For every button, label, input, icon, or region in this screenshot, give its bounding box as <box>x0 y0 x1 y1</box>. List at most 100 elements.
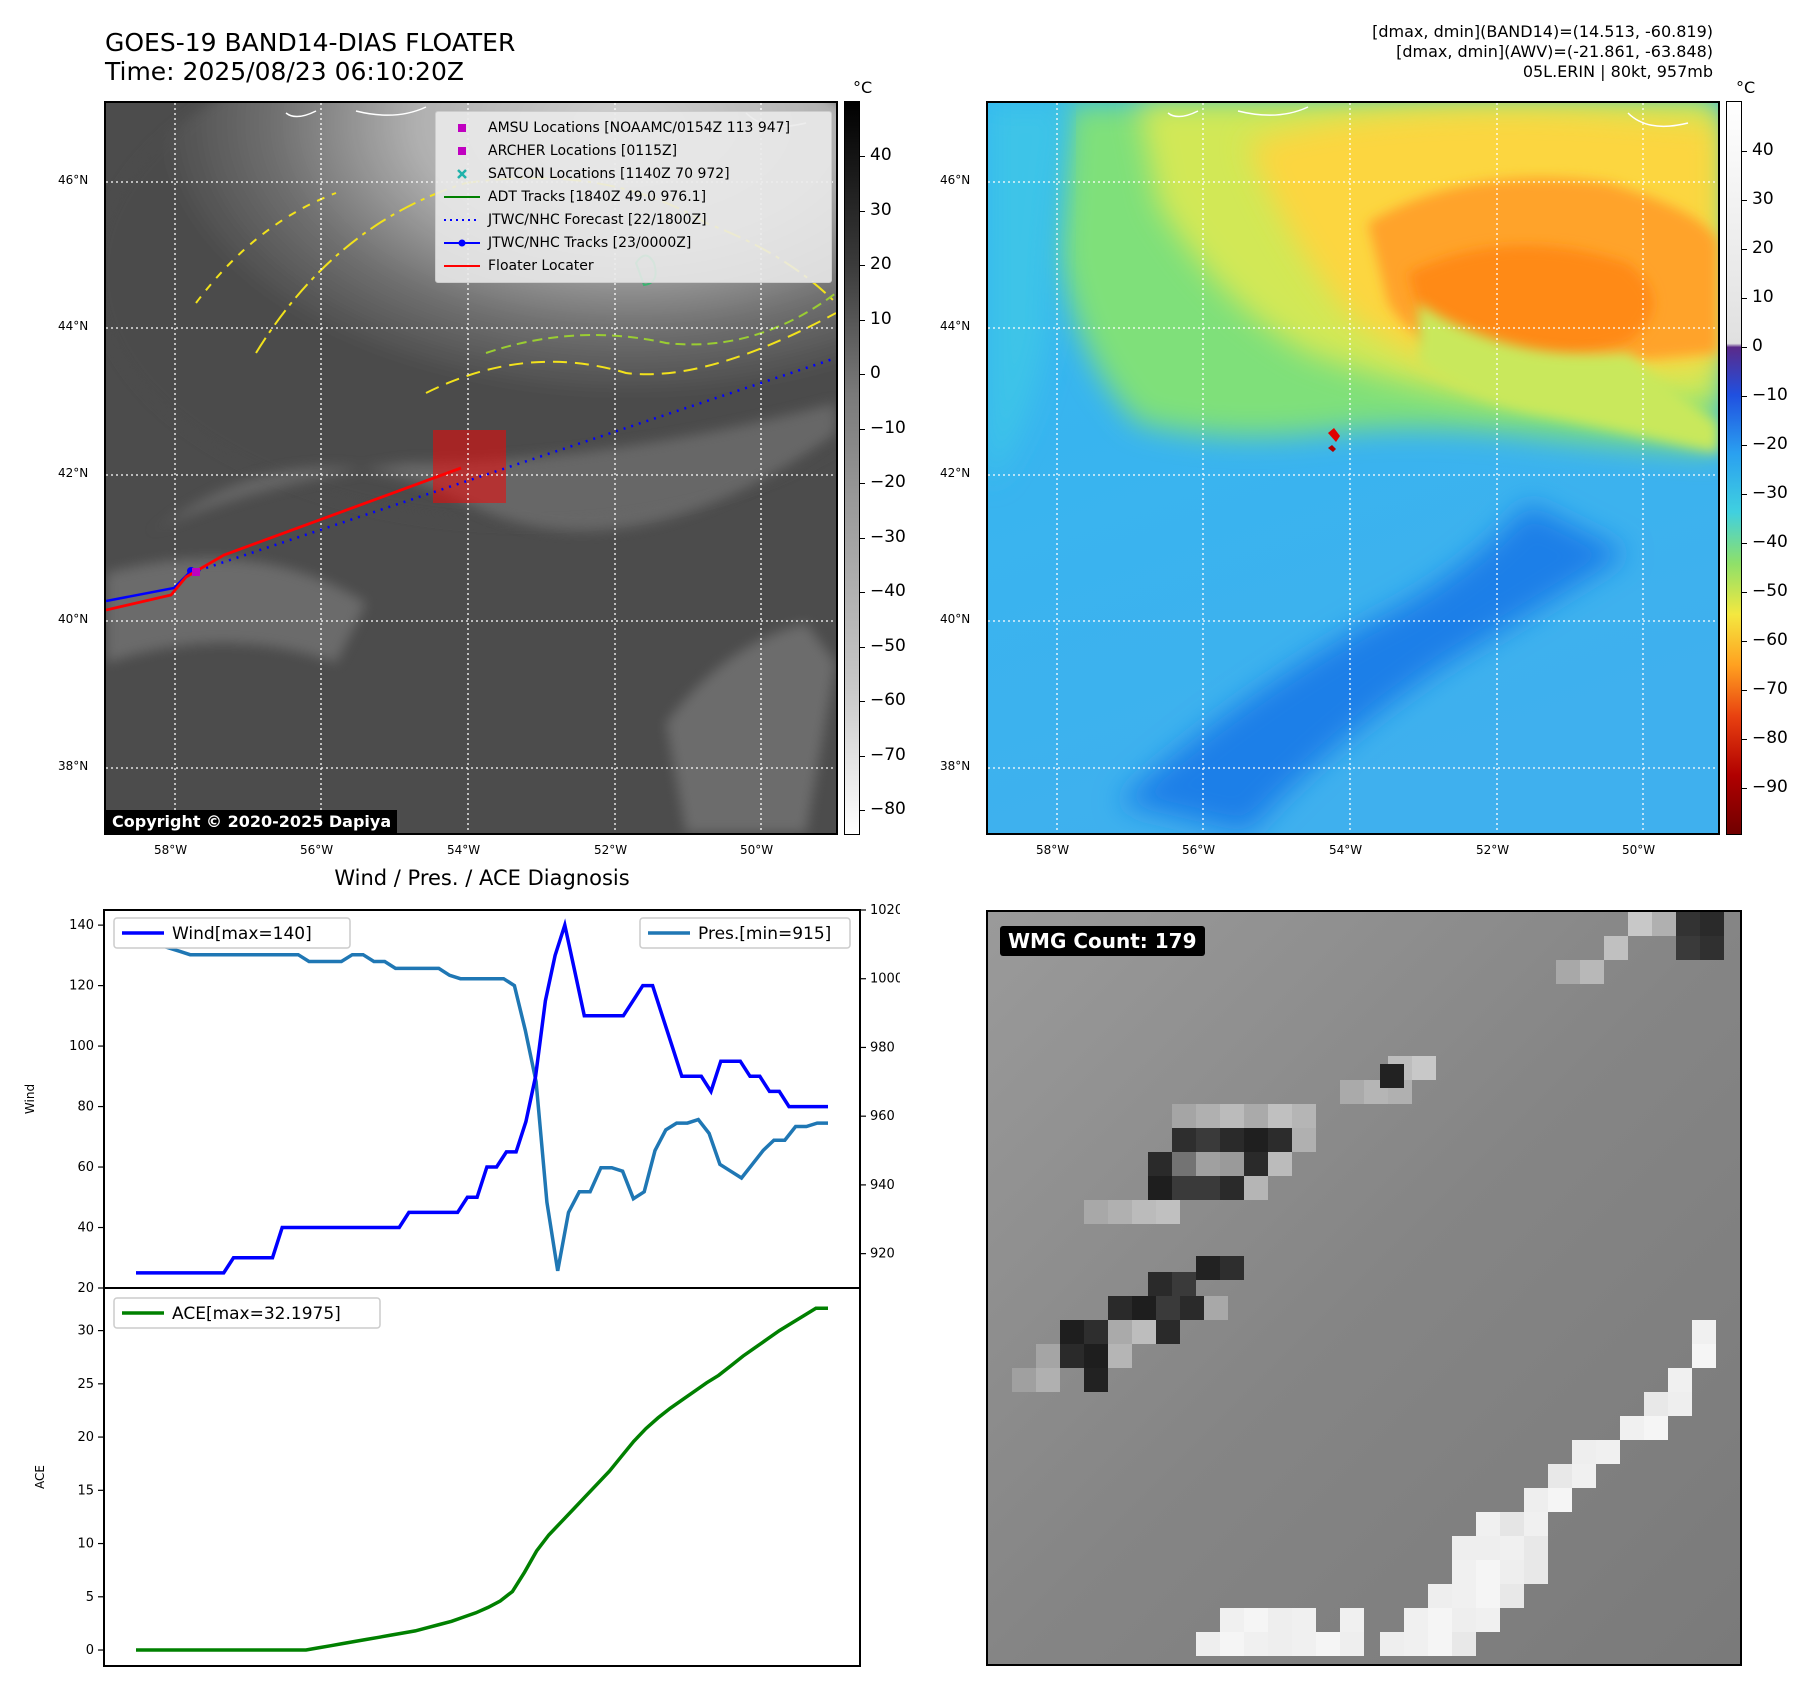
series-line <box>136 925 828 1272</box>
colorbar-tick-mark <box>1742 347 1747 348</box>
wind-tick-label: 20 <box>77 1281 94 1296</box>
colorbar-tick-mark <box>1742 151 1747 152</box>
colorbar-tick-mark <box>860 755 865 757</box>
colorbar-tick-mark <box>860 156 865 157</box>
colorbar-tick-label: −20 <box>1752 434 1788 454</box>
ace-tick-label: 30 <box>77 1324 94 1339</box>
colorbar-tick-mark <box>860 428 865 430</box>
legend-entry: Floater Locater <box>442 256 594 276</box>
colorbar-tick-mark <box>1742 543 1747 544</box>
colorbar-tick-mark <box>860 537 865 539</box>
colorbar-tick-mark <box>1742 494 1747 495</box>
wind-tick-label: 120 <box>69 979 94 994</box>
diagnosis-chart: 1401201008060402010201000980960940920302… <box>23 903 900 1667</box>
colorbar-tick-mark <box>860 646 865 648</box>
subtitle-line2: [dmax, dmin](AWV)=(-21.861, -63.848) <box>1396 42 1713 61</box>
chart-legend-label: Pres.[min=915] <box>698 924 831 944</box>
wmg-image <box>988 912 1740 1664</box>
legend-label: Floater Locater <box>488 258 594 274</box>
legend-entry: SATCON Locations [1140Z 70 972] <box>442 164 730 184</box>
diagnosis-title: Wind / Pres. / ACE Diagnosis <box>334 866 630 890</box>
pressure-tick-label: 960 <box>870 1109 895 1124</box>
ir-lon-label: 50°W <box>740 843 774 857</box>
wv-lon-label: 50°W <box>1622 843 1656 857</box>
colorbar-tick-label: 30 <box>1752 189 1774 209</box>
colorbar-tick-label: −50 <box>1752 581 1788 601</box>
colorbar-tick-label: −40 <box>870 581 906 601</box>
ir-lat-label: 44°N <box>58 319 89 333</box>
colorbar-tick-label: −10 <box>1752 385 1788 405</box>
pressure-tick-label: 980 <box>870 1040 895 1055</box>
colorbar-tick-label: −50 <box>870 635 906 656</box>
ir-lon-label: 56°W <box>300 843 334 857</box>
map-legend: AMSU Locations [NOAAMC/0154Z 113 947] ARC… <box>435 111 832 283</box>
wmg-panel: WMG Count: 179 <box>986 910 1742 1666</box>
chart-legend <box>113 1297 381 1329</box>
legend-label: JTWC/NHC Forecast [22/1800Z] <box>488 212 707 228</box>
colorbar-tick-label: −20 <box>870 472 906 492</box>
legend-entry: AMSU Locations [NOAAMC/0154Z 113 947] <box>442 118 790 138</box>
ace-tick-label: 15 <box>77 1483 94 1498</box>
wv-map-panel <box>986 101 1720 835</box>
legend-entry: ARCHER Locations [0115Z] <box>442 141 677 161</box>
colorbar-tick-mark <box>860 210 865 212</box>
colorbar-tick-mark <box>1742 249 1747 250</box>
ace-axis-label: ACE <box>33 1465 47 1489</box>
colorbar-tick-label: −40 <box>1752 532 1788 552</box>
wind-tick-label: 60 <box>77 1160 94 1175</box>
floater-box <box>433 430 506 503</box>
colorbar-tick-mark <box>860 265 865 266</box>
wind-tick-label: 100 <box>69 1039 94 1054</box>
legend-label: AMSU Locations [NOAAMC/0154Z 113 947] <box>488 120 791 136</box>
legend-swatch <box>444 219 480 221</box>
colorbar-tick-label: −80 <box>870 799 906 819</box>
colorbar-tick-label: 20 <box>870 254 892 274</box>
legend-label: ARCHER Locations [0115Z] <box>488 143 678 159</box>
colorbar-tick-mark <box>860 592 865 593</box>
ir-lat-label: 42°N <box>58 466 89 480</box>
legend-swatch <box>458 124 466 132</box>
legend-swatch <box>457 169 467 179</box>
wmg-count-label: WMG Count: 179 <box>1000 926 1205 956</box>
colorbar-tick-label: −80 <box>1752 728 1788 748</box>
colorbar-tick-label: −70 <box>1752 679 1788 699</box>
colorbar-tick-mark <box>1742 445 1747 446</box>
chart-legend <box>639 917 851 949</box>
legend-swatch <box>444 265 480 267</box>
colorbar-tick-label: −60 <box>870 690 906 710</box>
wind-pressure-axes <box>103 909 861 1289</box>
pressure-tick-label: 940 <box>870 1178 895 1193</box>
colorbar-tick-mark <box>1742 690 1747 691</box>
series-line <box>136 918 828 1275</box>
chart-legend <box>113 917 351 949</box>
pressure-tick-label: 1000 <box>870 972 900 987</box>
legend-label: SATCON Locations [1140Z 70 972] <box>488 166 730 182</box>
copyright-label: Copyright © 2020-2025 Dapiya <box>106 810 398 833</box>
colorbar-tick-mark <box>860 374 865 375</box>
ace-tick-label: 0 <box>86 1643 94 1658</box>
pressure-tick-label: 1020 <box>870 903 900 918</box>
ir-lat-label: 38°N <box>58 759 89 773</box>
legend-swatch <box>444 196 480 198</box>
colorbar-tick-label: −30 <box>1752 483 1788 503</box>
ir-lon-label: 58°W <box>154 843 188 857</box>
forecast-track <box>190 356 836 575</box>
subtitle-line3: 05L.ERIN | 80kt, 957mb <box>1522 62 1713 81</box>
colorbar-tick-mark <box>1742 641 1747 642</box>
colorbar-tick-label: 0 <box>870 363 881 383</box>
floater-track <box>106 466 462 612</box>
colorbar-tick-label: −30 <box>870 526 906 547</box>
colorbar-tick-mark <box>1742 396 1747 397</box>
wind-axis-label: Wind <box>23 1084 37 1114</box>
ir-colorbar-unit: °C <box>853 78 873 97</box>
colorbar-tick-label: 20 <box>1752 238 1774 258</box>
wind-tick-label: 40 <box>77 1221 94 1236</box>
subtitle-line1: [dmax, dmin](BAND14)=(14.513, -60.819) <box>1372 22 1713 41</box>
ir-lon-label: 52°W <box>594 843 628 857</box>
wv-map-image <box>988 103 1718 833</box>
ace-axes <box>103 1287 861 1667</box>
ir-lat-label: 40°N <box>58 612 89 626</box>
ir-lon-label: 54°W <box>447 843 481 857</box>
wv-lon-label: 56°W <box>1182 843 1216 857</box>
figure-subtitle: [dmax, dmin](BAND14)=(14.513, -60.819) [… <box>1372 22 1713 82</box>
